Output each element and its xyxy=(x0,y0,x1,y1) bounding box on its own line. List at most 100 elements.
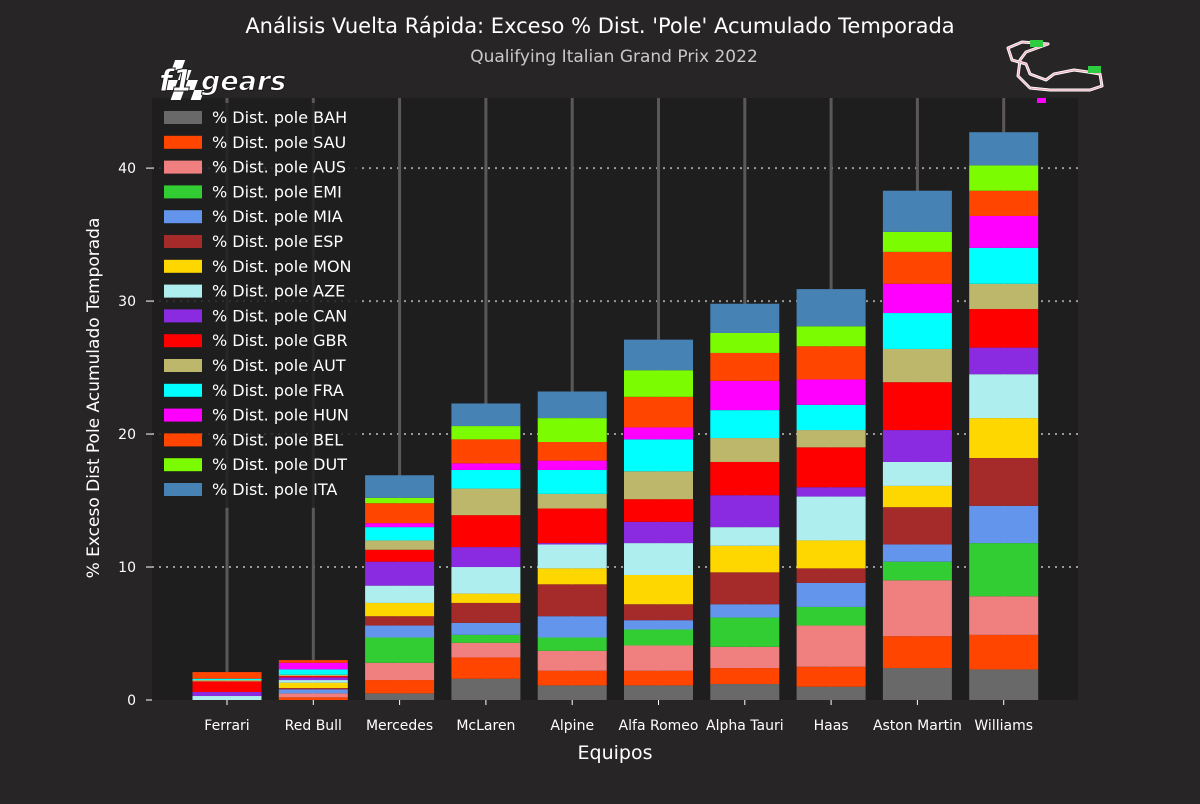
x-tick-label: Alpine xyxy=(550,718,594,734)
x-axis-label: Equipos xyxy=(578,742,653,764)
x-tick-label: Haas xyxy=(814,718,849,734)
bar-segment xyxy=(710,604,780,618)
bar-segment xyxy=(537,543,607,545)
bar-segment xyxy=(796,346,866,380)
bar-segment xyxy=(537,568,607,585)
legend-label: % Dist. pole HUN xyxy=(212,406,349,425)
x-tick-label: Mercedes xyxy=(366,718,433,734)
bar-segment xyxy=(624,685,693,700)
bar-segment xyxy=(796,430,866,448)
legend-label: % Dist. pole DUT xyxy=(212,455,347,474)
bar-segment xyxy=(796,540,866,569)
legend-label: % Dist. pole GBR xyxy=(212,331,348,350)
bar-segment xyxy=(365,527,435,541)
bar-segment xyxy=(365,637,435,663)
legend-label: % Dist. pole BEL xyxy=(212,430,343,449)
bar-segment xyxy=(278,693,348,698)
bar-segment xyxy=(537,544,607,569)
bar-segment xyxy=(882,231,952,252)
bar-segment xyxy=(537,442,607,461)
bar-segment xyxy=(710,303,780,333)
bar-segment xyxy=(537,508,607,544)
bar-segment xyxy=(192,681,262,693)
bar-segment xyxy=(365,561,435,586)
bar-segment xyxy=(882,190,952,232)
svg-text:f1: f1 xyxy=(159,64,193,99)
bar-segment xyxy=(278,680,348,683)
bar-segment xyxy=(451,622,521,635)
legend-swatch xyxy=(164,135,202,149)
bar-segment xyxy=(969,215,1039,248)
legend-swatch xyxy=(164,111,202,124)
bar-segment xyxy=(710,461,780,496)
x-tick-label: Ferrari xyxy=(204,718,249,734)
bar-segment xyxy=(278,689,348,694)
bar-segment xyxy=(796,379,866,405)
legend-label: % Dist. pole BAH xyxy=(212,108,347,127)
bar-segment xyxy=(365,693,435,700)
bar-segment xyxy=(537,391,607,419)
y-tick-label: 30 xyxy=(118,294,136,310)
bar-segment xyxy=(451,469,521,489)
bar-segment xyxy=(882,668,952,700)
bar-segment xyxy=(278,662,348,670)
bar-segment xyxy=(710,332,780,353)
bar-segment xyxy=(969,505,1039,544)
legend-swatch xyxy=(164,284,202,298)
bar-segment xyxy=(451,567,521,594)
x-tick-label: Red Bull xyxy=(285,718,342,734)
bar-segment xyxy=(624,620,693,630)
bar-segment xyxy=(365,540,435,550)
bar-segment xyxy=(796,582,866,607)
bar-segment xyxy=(882,507,952,545)
bar-segment xyxy=(882,430,952,462)
bar-segment xyxy=(537,637,607,651)
bar-segment xyxy=(624,339,693,371)
bar-segment xyxy=(365,680,435,694)
bar-segment xyxy=(278,676,348,678)
y-tick-label: 0 xyxy=(127,693,136,709)
bar-segment xyxy=(710,438,780,462)
bar-segment xyxy=(451,547,521,568)
chart-title: Análisis Vuelta Rápida: Exceso % Dist. '… xyxy=(245,14,954,38)
bar-segment xyxy=(624,629,693,646)
legend-label: % Dist. pole SAU xyxy=(212,133,346,152)
bar-segment xyxy=(882,544,952,562)
bar-segment xyxy=(451,439,521,464)
legend-label: % Dist. pole AZE xyxy=(212,282,345,301)
legend-label: % Dist. pole AUT xyxy=(212,356,346,375)
bar-segment xyxy=(278,688,348,690)
bar-segment xyxy=(969,247,1039,284)
bars xyxy=(192,132,1039,700)
bar-segment xyxy=(278,697,348,700)
bar-segment xyxy=(192,678,262,681)
bar-segment xyxy=(624,575,693,605)
bar-segment xyxy=(278,660,348,663)
y-tick-label: 10 xyxy=(118,560,136,576)
bar-segment xyxy=(710,572,780,605)
bar-segment xyxy=(278,674,348,677)
bar-segment xyxy=(796,496,866,541)
bar-segment xyxy=(192,692,262,697)
x-tick-label: Williams xyxy=(974,718,1033,734)
x-tick-label: McLaren xyxy=(456,718,515,734)
bar-segment xyxy=(537,493,607,509)
legend-swatch xyxy=(164,235,202,248)
axes: 0 10 20 30 40 Ferrari Red Bull Mercedes McLaren A… xyxy=(118,161,1033,734)
legend: % Dist. pole BAH % Dist. pole SAU % Dist. … xyxy=(156,103,358,508)
bar-segment xyxy=(192,672,262,679)
bar-segment xyxy=(969,543,1039,597)
bar-segment xyxy=(882,561,952,581)
x-tick-label: Alfa Romeo xyxy=(619,718,699,734)
x-tick-label: Aston Martin xyxy=(873,718,962,734)
bar-segment xyxy=(710,668,780,685)
bar-segment xyxy=(365,585,435,603)
legend-swatch xyxy=(164,408,202,422)
bar-segment xyxy=(624,439,693,472)
bar-segment xyxy=(969,132,1039,166)
bar-segment xyxy=(710,684,780,700)
bar-segment xyxy=(969,669,1039,700)
legend-label: % Dist. pole ITA xyxy=(212,480,337,499)
monza-circuit-map-icon xyxy=(1006,40,1104,103)
